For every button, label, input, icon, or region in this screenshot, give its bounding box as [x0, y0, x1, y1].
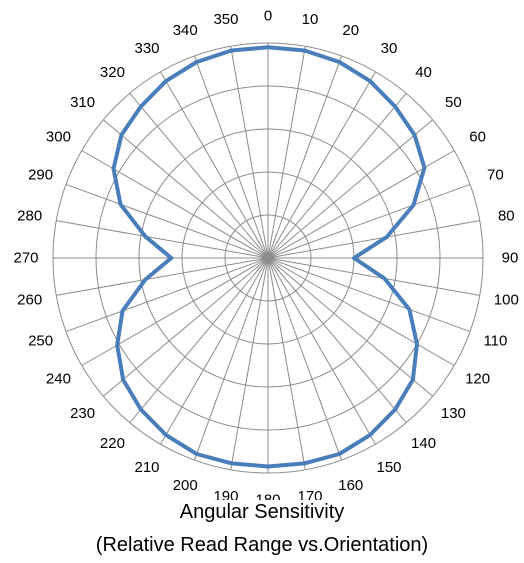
- angle-label-110: 110: [483, 332, 507, 349]
- chart-caption: Angular Sensitivity (Relative Read Range…: [0, 498, 524, 560]
- angle-label-300: 300: [46, 129, 71, 146]
- angle-label-90: 90: [502, 250, 519, 267]
- grid-spoke: [267, 55, 343, 259]
- grid-spoke: [267, 257, 343, 461]
- angle-label-190: 190: [213, 488, 238, 500]
- angle-label-250: 250: [28, 332, 53, 349]
- angle-label-210: 210: [134, 459, 159, 476]
- angle-label-40: 40: [415, 64, 432, 81]
- grid-spoke: [160, 257, 269, 445]
- chart-title: Angular Sensitivity: [179, 501, 345, 523]
- angle-label-340: 340: [173, 22, 198, 39]
- grid-spoke: [267, 46, 306, 259]
- angle-label-60: 60: [469, 129, 486, 146]
- grid-spoke: [267, 257, 480, 296]
- angle-label-80: 80: [498, 207, 515, 224]
- grid-spoke: [65, 257, 269, 333]
- angle-label-200: 200: [173, 477, 198, 494]
- chart-subtitle: (Relative Read Range vs.Orientation): [95, 534, 429, 556]
- angle-label-310: 310: [70, 94, 95, 111]
- grid-spoke: [230, 257, 269, 470]
- grid-spoke: [267, 220, 480, 259]
- grid-spoke: [267, 257, 407, 424]
- grid-spoke: [267, 92, 407, 259]
- grid-spoke: [267, 183, 471, 259]
- angle-label-270: 270: [13, 250, 38, 267]
- angle-label-20: 20: [342, 22, 359, 39]
- grid-spoke: [56, 220, 269, 259]
- grid-spoke: [267, 257, 455, 366]
- grid-spoke: [267, 257, 471, 333]
- grid-spoke: [102, 257, 269, 397]
- angle-label-230: 230: [70, 405, 95, 422]
- grid-spoke: [65, 183, 269, 259]
- angle-label-180: 180: [255, 492, 280, 501]
- series-line: [111, 45, 427, 469]
- angle-label-260: 260: [17, 292, 42, 309]
- polar-grid: [52, 42, 484, 474]
- grid-spoke: [267, 119, 434, 259]
- angle-label-150: 150: [376, 459, 401, 476]
- grid-spoke: [56, 257, 269, 296]
- angle-label-30: 30: [381, 40, 398, 57]
- angle-label-290: 290: [28, 167, 53, 184]
- angle-label-170: 170: [298, 488, 323, 500]
- angle-label-330: 330: [134, 40, 159, 57]
- grid-spoke: [193, 257, 269, 461]
- angle-label-160: 160: [338, 477, 363, 494]
- angle-label-10: 10: [302, 11, 319, 28]
- grid-spoke: [267, 257, 434, 397]
- grid-spoke: [129, 257, 269, 424]
- angle-label-240: 240: [46, 371, 71, 388]
- angle-label-280: 280: [17, 207, 42, 224]
- grid-spoke: [102, 119, 269, 259]
- angle-label-220: 220: [100, 435, 125, 452]
- angle-labels: 0 10 20 30 40 50 60 70 80 90 100 110 120 130 140 150 160…: [13, 8, 518, 501]
- grid-spoke: [267, 257, 306, 470]
- grid-spoke: [129, 92, 269, 259]
- angle-label-100: 100: [494, 292, 519, 309]
- polar-chart: 0 10 20 30 40 50 60 70 80 90 100 110 120 130 140 150 160…: [13, 8, 518, 501]
- angle-label-350: 350: [213, 11, 238, 28]
- grid-spoke: [81, 257, 269, 366]
- grid-spoke: [267, 71, 376, 259]
- grid-spoke: [230, 46, 269, 259]
- grid-spoke: [193, 55, 269, 259]
- grid-spoke: [160, 71, 269, 259]
- angle-label-320: 320: [100, 64, 125, 81]
- angle-label-120: 120: [465, 371, 490, 388]
- angle-label-140: 140: [411, 435, 436, 452]
- grid-spoke: [267, 257, 376, 445]
- angle-label-50: 50: [445, 94, 462, 111]
- angle-label-0: 0: [264, 8, 272, 25]
- angle-label-130: 130: [441, 405, 466, 422]
- angle-label-70: 70: [487, 167, 504, 184]
- series-group: [111, 45, 427, 469]
